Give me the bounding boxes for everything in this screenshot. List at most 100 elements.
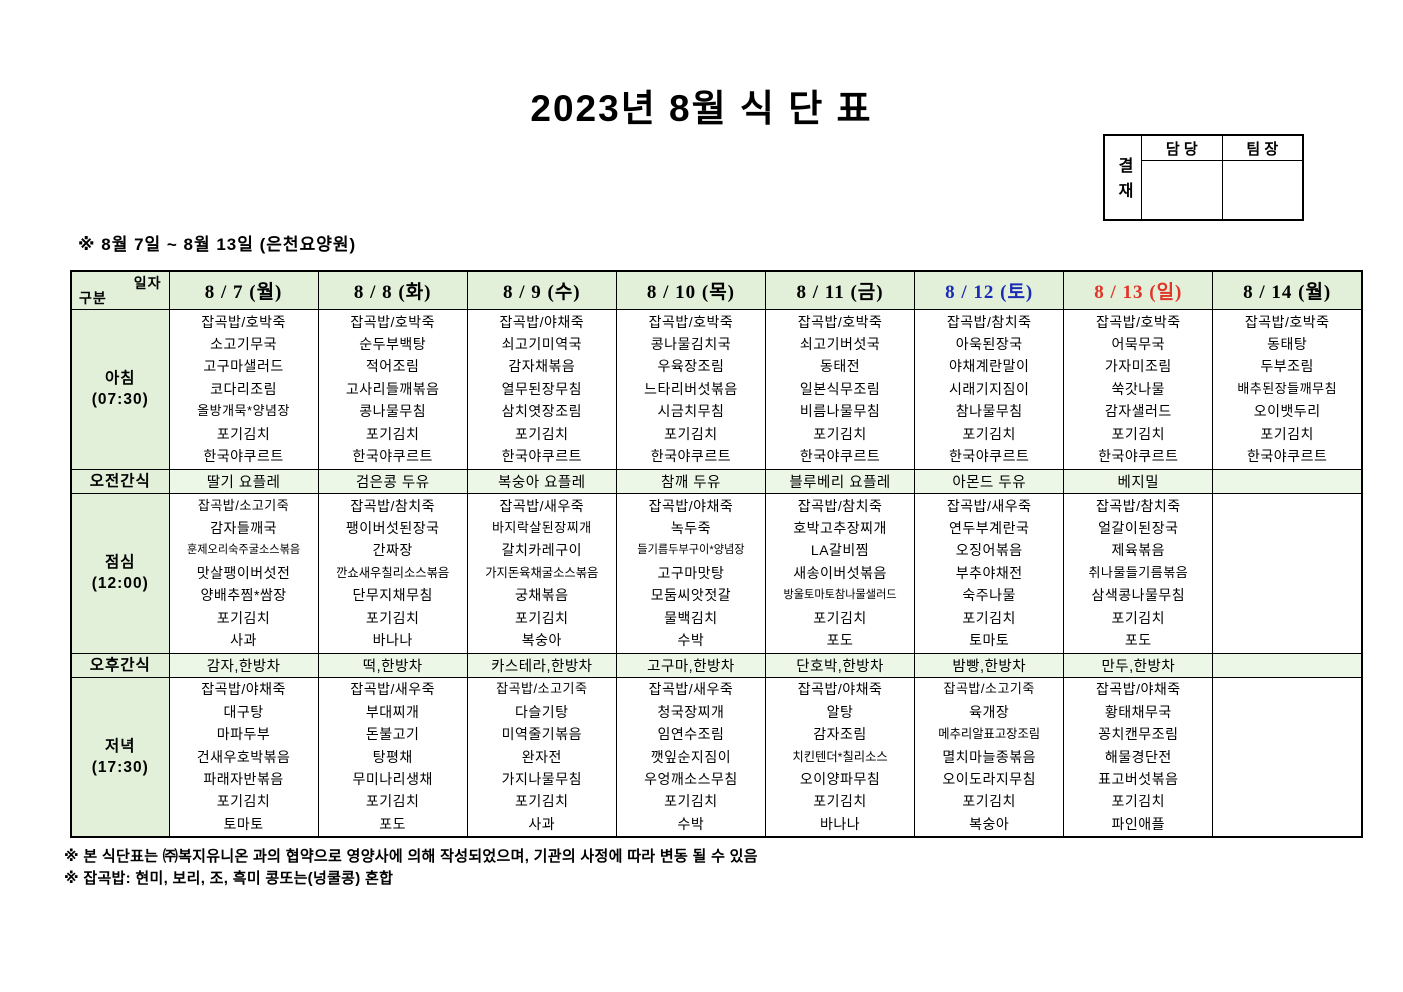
date-range-subtitle: ※ 8월 7일 ~ 8월 13일 (은천요양원)	[78, 235, 357, 254]
row-label-lunch: 점심 (12:00)	[70, 492, 170, 654]
footnote-line: ※ 잡곡밥: 현미, 보리, 조, 흑미 콩또는(넝쿨콩) 혼합	[64, 870, 394, 887]
snack-cell: 참깨 두유	[615, 468, 767, 494]
menu-cell: 잡곡밥/호박죽 콩나물김치국 우육장조림 느타리버섯볶음 시금치무침 포기김치 한국야쿠르트	[615, 308, 767, 470]
menu-item: 모둠씨앗젓갈	[650, 587, 732, 604]
menu-item: 토마토	[969, 632, 1010, 649]
menu-item: 양배추찜*쌈장	[200, 587, 287, 604]
menu-cell: 잡곡밥/야채죽 황태채무국 꽁치캔무조림 해물경단전 표고버섯볶음 포기김치 파인애플	[1063, 676, 1214, 838]
menu-item: 잡곡밥/소고기죽	[496, 681, 588, 697]
approval-head-teamlead: 팀 장	[1222, 136, 1302, 161]
snack-cell	[1212, 652, 1363, 678]
menu-item: 포기김치	[216, 425, 271, 442]
snack-cell: 아몬드 두유	[914, 468, 1065, 494]
menu-cell: 잡곡밥/새우죽 청국장찌개 임연수조림 깻잎순지짐이 우엉깨소스무침 포기김치 수박	[615, 676, 767, 838]
menu-item: 한국야쿠르트	[650, 448, 732, 465]
menu-item: 포기김치	[365, 793, 420, 810]
menu-item: 건새우호박볶음	[196, 748, 291, 765]
menu-item: 임연수조림	[657, 726, 725, 743]
menu-item: 갈치카레구이	[501, 542, 582, 559]
row-breakfast: 아침 (07:30) 잡곡밥/호박죽 소고기무국 고구마샐러드 코다리조림 올방개묵*양념장…	[70, 308, 1363, 470]
menu-item: 잡곡밥/참치죽	[946, 313, 1032, 330]
menu-item: 배추된장들깨무침	[1237, 380, 1338, 396]
page-title: 2023년 8월 식 단 표	[530, 88, 873, 129]
menu-item: 한국야쿠르트	[949, 448, 1030, 465]
approval-label: 결재	[1105, 136, 1142, 219]
menu-item: 복숭아	[521, 632, 562, 649]
menu-item: 야채계란말이	[949, 358, 1030, 375]
menu-item: 오이도라지무침	[942, 770, 1037, 787]
menu-item: 바지락살된장찌개	[491, 519, 592, 535]
menu-item: 잡곡밥/참치죽	[797, 497, 883, 514]
menu-cell: 잡곡밥/호박죽 순두부백탕 적어조림 고사리들깨볶음 콩나물무침 포기김치 한국야쿠르트	[317, 308, 468, 470]
menu-item: 잡곡밥/새우죽	[946, 497, 1032, 514]
approval-col-teamlead: 팀 장	[1222, 136, 1303, 219]
menu-item: 잡곡밥/소고기죽	[943, 681, 1035, 697]
menu-item: 치킨텐더*칠리소스	[792, 749, 888, 764]
approval-columns: 담 당 팀 장	[1142, 136, 1302, 219]
approval-sign-area-teamlead	[1223, 161, 1303, 219]
menu-item: 두부조림	[1260, 358, 1314, 375]
snack-cell: 검은콩 두유	[317, 468, 468, 494]
menu-item: 잡곡밥/호박죽	[797, 313, 883, 330]
menu-item: 깐쇼새우칠리소스볶음	[336, 565, 450, 580]
row-label-dinner: 저녁 (17:30)	[70, 676, 170, 838]
snack-cell: 카스테라,한방차	[466, 652, 617, 678]
menu-item: 고사리들깨볶음	[345, 380, 440, 397]
menu-item: 적어조림	[365, 358, 420, 375]
menu-item: 부추야채전	[955, 564, 1023, 581]
menu-item: 시금치무침	[657, 403, 725, 420]
menu-item: 토마토	[223, 815, 264, 832]
day-header: 8 / 13 (일)	[1063, 270, 1214, 310]
menu-item: 잡곡밥/야채죽	[1095, 681, 1181, 698]
menu-item: 포기김치	[365, 609, 420, 626]
menu-item: 새송이버섯볶음	[793, 564, 887, 581]
menu-item: 파래자반볶음	[203, 770, 284, 787]
menu-item: 열무된장무침	[501, 380, 582, 397]
menu-item: 멸치마늘종볶음	[942, 748, 1037, 765]
menu-item: 시래기지짐이	[949, 380, 1030, 397]
menu-cell: 잡곡밥/참치죽 얼갈이된장국 제육볶음 취나물들기름볶음 삼색콩나물무침 포기김치 포도	[1063, 492, 1214, 654]
menu-item: 들기름두부구이*양념장	[637, 544, 745, 557]
menu-item: 포기김치	[962, 425, 1016, 442]
menu-cell: 잡곡밥/야채죽 대구탕 마파두부 건새우호박볶음 파래자반볶음 포기김치 토마토	[168, 676, 319, 838]
menu-item: 비름나물무침	[799, 403, 881, 420]
corner-date-label: 일자	[133, 275, 162, 291]
menu-cell: 잡곡밥/새우죽 연두부계란국 오징어볶음 부추야채전 숙주나물 포기김치 토마토	[914, 492, 1065, 654]
menu-item: 포기김치	[664, 425, 718, 442]
menu-item: 완자전	[521, 748, 562, 765]
menu-item: 오이양파무침	[799, 770, 881, 787]
menu-item: 참나물무침	[955, 403, 1023, 420]
menu-item: 아욱된장국	[955, 335, 1023, 352]
corner-cell: 일자 구분	[70, 270, 170, 310]
day-header: 8 / 11 (금)	[764, 270, 916, 310]
menu-item: 가자미조림	[1104, 358, 1172, 375]
menu-item: 잡곡밥/호박죽	[350, 313, 436, 330]
row-lunch: 점심 (12:00) 잡곡밥/소고기죽 감자들깨국 훈제오리숙주굴소스볶음 맛살팽이버섯전…	[70, 492, 1363, 654]
menu-item: 마파두부	[216, 726, 271, 743]
menu-item: 메추리알표고장조림	[938, 727, 1041, 742]
day-header: 8 / 12 (토)	[914, 270, 1065, 310]
menu-item: 쇠고기미역국	[501, 335, 582, 352]
menu-item: 수박	[677, 815, 705, 832]
menu-item: 육개장	[969, 703, 1010, 720]
menu-item: 포도	[379, 815, 407, 832]
menu-item: 파인애플	[1111, 815, 1166, 832]
menu-item: 잡곡밥/새우죽	[499, 497, 585, 514]
menu-item: 바나나	[372, 632, 413, 649]
menu-item: 다슬기탕	[515, 703, 569, 720]
row-dinner: 저녁 (17:30) 잡곡밥/야채죽 대구탕 마파두부 건새우호박볶음 파래자반볶음 포기김치…	[70, 676, 1363, 838]
row-am-snack: 오전간식 딸기 요플레 검은콩 두유 복숭아 요플레 참깨 두유 블루베리 요플레 아몬드 …	[70, 468, 1363, 494]
menu-item: 느타리버섯볶음	[644, 380, 738, 397]
menu-cell: 잡곡밥/호박죽 동태탕 두부조림 배추된장들깨무침 오이뱃두리 포기김치 한국야쿠르트	[1212, 308, 1363, 470]
menu-item: 훈제오리숙주굴소스볶음	[186, 544, 301, 557]
menu-item: 궁채볶음	[515, 587, 569, 604]
menu-item: 물백김치	[664, 609, 718, 626]
menu-item: 제육볶음	[1111, 542, 1166, 559]
menu-cell: 잡곡밥/소고기죽 다슬기탕 미역줄기볶음 완자전 가지나물무침 포기김치 사과	[466, 676, 617, 838]
menu-cell: 잡곡밥/새우죽 부대찌개 돈불고기 탕평채 무미나리생채 포기김치 포도	[317, 676, 468, 838]
menu-item: LA갈비찜	[810, 542, 870, 559]
snack-cell: 만두,한방차	[1063, 652, 1214, 678]
menu-item: 포기김치	[813, 609, 867, 626]
menu-item: 어묵무국	[1111, 335, 1166, 352]
